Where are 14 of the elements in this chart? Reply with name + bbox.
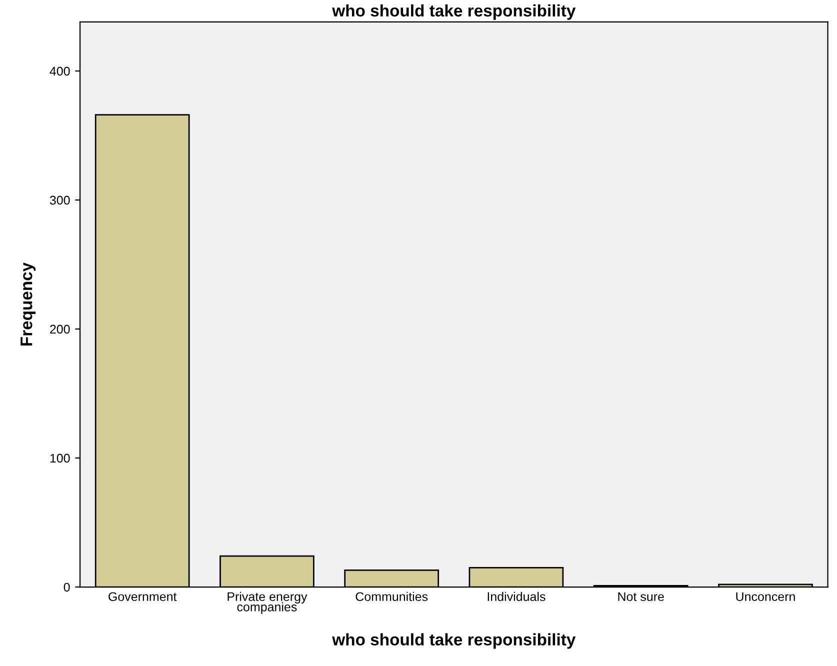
x-tick-label: Unconcern (736, 592, 795, 602)
y-tick-label: 0 (64, 582, 70, 592)
y-axis-title: Frequency (20, 262, 36, 346)
y-tick-label: 100 (50, 454, 70, 463)
x-tick-label: Individuals (488, 592, 546, 602)
x-tick-label: Communities (356, 592, 428, 602)
y-tick-label: 300 (50, 196, 70, 205)
x-tick-label: Private energy companies (228, 592, 308, 614)
x-axis-title: who should take responsibility (332, 633, 576, 649)
x-tick-label: Not sure (618, 592, 664, 602)
y-tick-label: 200 (50, 324, 70, 334)
y-tick-label: 400 (50, 66, 70, 76)
x-tick-label: Government (108, 592, 177, 602)
chart-title: who should take responsibility (332, 4, 576, 20)
